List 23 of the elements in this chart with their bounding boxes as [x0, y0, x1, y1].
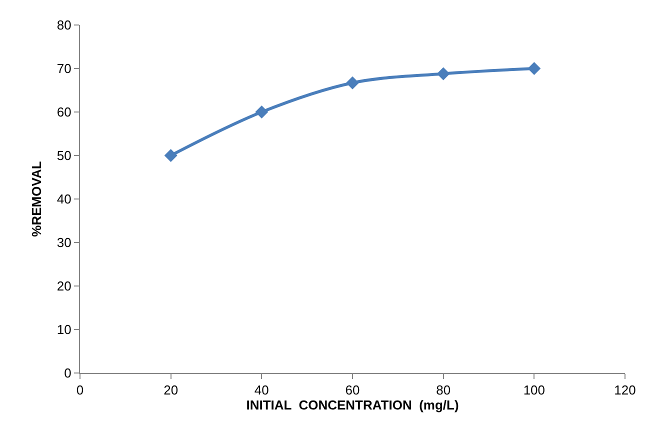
point — [164, 149, 178, 162]
x-tick-label: 60 — [345, 382, 360, 398]
x-tick-label: 0 — [76, 382, 84, 398]
y-tick-label: 0 — [64, 366, 72, 381]
point — [528, 62, 541, 75]
y-tick-label: 30 — [56, 235, 72, 250]
x-tick-label: 100 — [523, 382, 546, 398]
x-tick-label: 80 — [436, 382, 451, 398]
y-tick-label: 50 — [56, 148, 72, 164]
x-tick-label: 40 — [254, 382, 269, 398]
y-tick-label: 60 — [56, 104, 72, 120]
y-axis-title: %REMOVAL — [28, 161, 44, 237]
y-tick-label: 10 — [56, 322, 72, 338]
y-tick-label: 40 — [56, 192, 72, 207]
y-tick-label: 80 — [56, 18, 72, 33]
x-tick-label: 120 — [614, 382, 636, 398]
x-axis-title: INITIAL CONCENTRATION (mg/L) — [246, 398, 459, 413]
point — [436, 67, 450, 80]
x-tick-label: 20 — [164, 382, 178, 398]
y-tick-label: 20 — [56, 278, 72, 294]
point — [346, 76, 359, 90]
point — [255, 106, 268, 118]
y-tick-label: 70 — [56, 61, 72, 76]
